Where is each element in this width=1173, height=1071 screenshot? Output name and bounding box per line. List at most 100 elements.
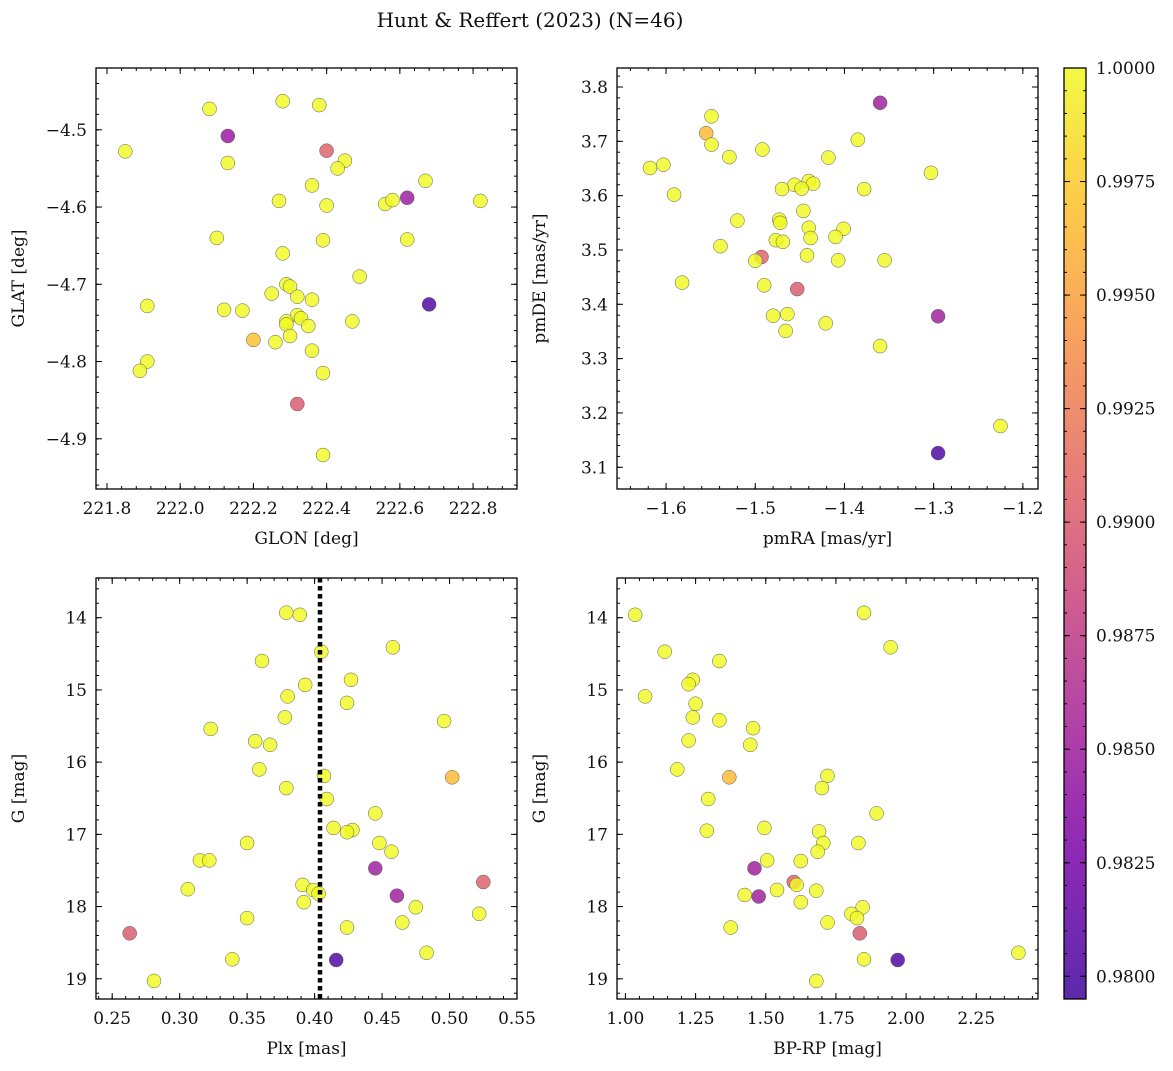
colorbar-tick-label: 0.9925 — [1096, 400, 1155, 420]
scatter-point — [637, 689, 653, 704]
scatter-point — [315, 447, 331, 463]
scatter-point — [282, 328, 298, 344]
scatter-point — [772, 215, 788, 231]
scatter-point — [339, 695, 355, 711]
y-axis-label: G [mag] — [9, 754, 29, 823]
scatter-point — [209, 230, 225, 246]
y-tick-label: 17 — [586, 825, 608, 845]
scatter-point — [681, 733, 696, 748]
scatter-point — [666, 187, 682, 202]
axes-frame — [95, 577, 518, 1000]
x-tick-label: 1.00 — [606, 1009, 644, 1029]
scatter-points — [642, 95, 1008, 461]
scatter-point — [789, 281, 805, 297]
scatter-point — [146, 973, 162, 989]
scatter-point — [759, 853, 775, 868]
scatter-point — [247, 733, 263, 749]
scatter-point — [755, 142, 770, 157]
scatter-point — [275, 246, 290, 261]
scatter-point — [368, 861, 383, 876]
scatter-point — [872, 338, 888, 354]
scatter-point — [712, 713, 727, 728]
scatter-point — [345, 314, 360, 329]
scatter-point — [296, 894, 312, 910]
scatter-point — [778, 323, 793, 339]
scatter-point — [264, 286, 279, 301]
scatter-point — [794, 181, 809, 196]
y-tick-label: 19 — [65, 970, 87, 990]
scatter-point — [743, 737, 758, 753]
x-tick-label: 1.25 — [677, 1009, 715, 1029]
y-tick-label: 19 — [586, 970, 608, 990]
scatter-point — [821, 150, 836, 165]
scatter-point — [252, 762, 267, 777]
y-tick-label: 3.5 — [581, 241, 608, 261]
y-tick-label: 18 — [65, 898, 87, 918]
scatter-point — [235, 303, 250, 318]
scatter-points — [118, 93, 488, 463]
scatter-point — [756, 278, 772, 293]
y-axis-label: G [mag] — [530, 754, 550, 823]
scatter-point — [688, 696, 703, 711]
scatter-points — [627, 605, 1026, 989]
x-tick-label: 222.4 — [302, 499, 351, 519]
scatter-point — [930, 309, 946, 324]
scatter-point — [769, 882, 785, 898]
scatter-point — [851, 835, 866, 851]
scatter-point — [319, 143, 334, 158]
scatter-point — [246, 332, 261, 348]
scatter-point — [856, 605, 872, 620]
scatter-point — [279, 605, 294, 620]
scatter-point — [793, 894, 809, 910]
scatter-point — [292, 607, 308, 623]
scatter-point — [352, 269, 367, 284]
scatter-point — [444, 770, 460, 785]
y-tick-label: −4.6 — [46, 198, 87, 218]
y-tick-label: 3.6 — [581, 187, 608, 207]
scatter-point — [319, 791, 334, 807]
axes-frame — [95, 67, 518, 490]
x-tick-label: −1.6 — [645, 499, 686, 519]
scatter-point — [656, 157, 671, 172]
x-tick-label: 0.50 — [431, 1009, 469, 1029]
scatter-point — [877, 253, 892, 268]
scatter-point — [385, 192, 400, 208]
scatter-point — [780, 306, 795, 322]
scatter-point — [399, 190, 415, 206]
scatter-point — [699, 823, 715, 838]
scatter-point — [297, 677, 313, 693]
colorbar-tick-label: 0.9850 — [1096, 740, 1155, 760]
scatter-point — [820, 915, 835, 930]
scatter-point — [923, 165, 939, 181]
scatter-point — [809, 883, 824, 898]
scatter-point — [681, 676, 696, 692]
scatter-point — [328, 952, 344, 968]
scatter-point — [774, 181, 790, 197]
scatter-point — [748, 253, 763, 269]
x-tick-label: 0.30 — [161, 1009, 199, 1029]
x-tick-label: −1.2 — [1002, 499, 1043, 519]
scatter-point — [419, 945, 434, 961]
scatter-point — [203, 721, 218, 737]
scatter-point — [869, 806, 884, 821]
scatter-point — [789, 877, 804, 893]
scatter-point — [803, 230, 818, 246]
scatter-point — [216, 302, 232, 318]
scatter-point — [713, 238, 728, 254]
y-tick-label: 3.7 — [581, 132, 608, 152]
panel-glon-glat: 221.8 222.0 222.2 222.4 222.6 222.8 −4.9 −4.8 −4… — [9, 67, 518, 549]
scatter-point — [890, 952, 905, 968]
x-tick-label: −1.3 — [913, 499, 954, 519]
y-tick-label: 3.8 — [581, 78, 608, 98]
scatter-point — [685, 710, 701, 725]
scatter-point — [993, 418, 1008, 434]
scatter-point — [280, 689, 295, 704]
x-axis-label: Plx [mas] — [266, 1039, 346, 1059]
colorbar-tick-label: 0.9900 — [1096, 513, 1155, 533]
scatter-point — [384, 844, 399, 859]
scatter-point — [765, 308, 781, 323]
scatter-point — [239, 835, 255, 851]
x-tick-label: 2.00 — [887, 1009, 925, 1029]
scatter-point — [712, 653, 727, 669]
